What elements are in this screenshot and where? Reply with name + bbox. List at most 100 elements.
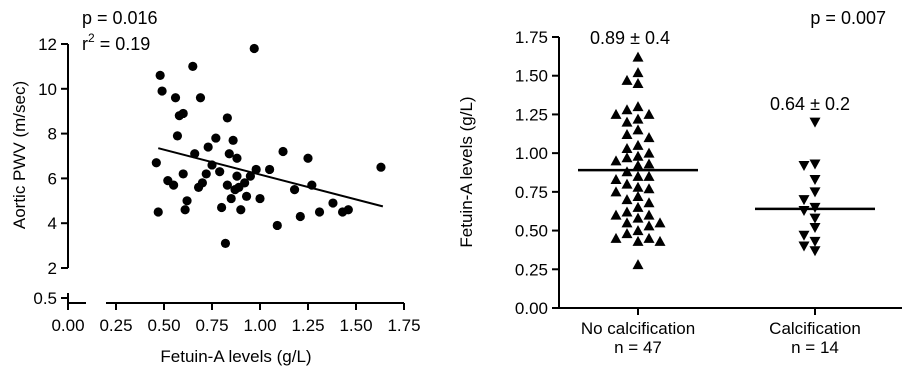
left-data-point — [170, 93, 181, 103]
left-data-point — [376, 162, 386, 172]
category-label-calcification: Calcification — [769, 319, 861, 338]
no-calcification-point — [632, 191, 644, 202]
left-x-tick-label: 1.25 — [291, 316, 324, 335]
left-data-point — [169, 180, 179, 190]
no-calcification-point — [632, 235, 644, 246]
left-x-tick-label: 1.50 — [339, 316, 372, 335]
left-x-tick-label: 1.75 — [387, 316, 420, 335]
pwv-vs-fetuin-scatter: 0.00 0.25 0.50 0.75 1.00 1.25 1.50 1.75 2 4 6 8 10 1… — [10, 8, 421, 366]
category-n-calcification: n = 14 — [791, 338, 839, 357]
right-y-tick-label: 0.50 — [515, 222, 548, 241]
calcification-point — [809, 222, 821, 233]
no-calcification-point — [632, 67, 644, 78]
calcification-point — [809, 117, 821, 128]
right-y-tick-label: 0.75 — [515, 183, 548, 202]
left-data-point — [172, 131, 183, 141]
left-data-point — [249, 43, 259, 54]
right-y-tick-label: 1.75 — [515, 28, 548, 47]
right-y-tick-label: 0.00 — [515, 299, 548, 318]
left-p-value: p = 0.016 — [82, 8, 158, 28]
left-data-point — [295, 211, 305, 222]
calcification-point — [798, 230, 810, 241]
left-data-point — [289, 185, 300, 195]
left-data-point — [314, 207, 325, 217]
no-calcification-point — [643, 197, 655, 208]
left-y-tick-label: 4 — [48, 214, 57, 233]
left-data-point — [222, 180, 232, 190]
left-data-point — [236, 205, 246, 215]
no-calcification-point — [621, 194, 633, 205]
fetuin-by-calcification-dotplot: 0.00 0.25 0.50 0.75 1.00 1.25 1.50 1.75 p = 0.0… — [457, 8, 902, 357]
left-axes — [67, 44, 404, 308]
mean-label-calcification: 0.64 ± 0.2 — [770, 94, 850, 114]
no-calcification-point — [643, 209, 655, 220]
left-x-axis-label: Fetuin-A levels (g/L) — [160, 347, 311, 366]
no-calcification-point — [632, 124, 644, 135]
calcification-point — [809, 246, 821, 257]
no-calcification-point — [643, 183, 655, 194]
no-calcification-point — [632, 170, 644, 181]
left-data-point — [153, 207, 163, 217]
left-data-point — [178, 108, 188, 119]
left-x-tick-label: 0.25 — [99, 316, 132, 335]
no-calcification-point — [632, 212, 644, 223]
left-data-point — [197, 178, 207, 188]
left-data-point — [180, 205, 190, 215]
category-n-no-calcification: n = 47 — [614, 338, 662, 357]
no-calcification-point — [610, 209, 622, 220]
mean-label-no-calcification: 0.89 ± 0.4 — [590, 28, 670, 48]
left-data-point — [215, 167, 225, 177]
no-calcification-point — [610, 108, 622, 119]
left-data-point — [232, 153, 242, 163]
no-calcification-point — [654, 217, 666, 228]
no-calcification-point — [632, 181, 644, 192]
calcification-point — [798, 161, 810, 172]
left-data-point — [224, 149, 234, 159]
calcification-point — [798, 195, 810, 206]
left-data-point — [241, 191, 252, 201]
left-data-point — [182, 196, 192, 206]
left-data-point — [226, 193, 236, 204]
no-calcification-point — [643, 108, 655, 119]
left-x-tick-label: 0.50 — [147, 316, 180, 335]
right-y-tick-label: 1.25 — [515, 105, 548, 124]
left-x-tick-label: 0.75 — [195, 316, 228, 335]
left-data-point — [201, 169, 211, 179]
left-data-point — [343, 205, 353, 215]
left-y-break-tick-label: 0.5 — [33, 289, 57, 308]
right-y-tick-label: 0.25 — [515, 260, 548, 279]
no-calcification-point — [632, 101, 644, 112]
left-data-point — [217, 202, 227, 213]
left-r-squared: r2 = 0.19 — [82, 31, 150, 54]
no-calcification-point — [621, 178, 633, 189]
left-y-tick-label: 6 — [48, 169, 57, 188]
left-y-ticks: 2 4 6 8 10 12 0.5 — [33, 35, 68, 308]
no-calcification-point — [632, 113, 644, 124]
no-calcification-point — [621, 104, 633, 115]
no-calcification-point — [621, 217, 633, 228]
calcification-point — [809, 213, 821, 224]
no-calcification-point — [610, 186, 622, 197]
left-y-tick-label: 10 — [38, 80, 57, 99]
left-data-point — [255, 193, 265, 204]
left-y-tick-label: 12 — [38, 35, 57, 54]
no-calcification-point — [632, 51, 644, 62]
left-y-tick-label: 2 — [48, 259, 57, 278]
left-data-point — [251, 164, 261, 175]
no-calcification-point — [632, 160, 644, 171]
right-y-tick-label: 1.50 — [515, 67, 548, 86]
left-y-tick-label: 8 — [48, 125, 57, 144]
right-p-value: p = 0.007 — [810, 8, 886, 28]
no-calcification-point — [632, 259, 644, 270]
no-calcification-point — [632, 139, 644, 150]
calcification-point — [809, 236, 821, 247]
right-y-tick-label: 1.00 — [515, 144, 548, 163]
left-data-point — [195, 93, 206, 103]
left-x-tick-label: 0.00 — [51, 316, 84, 335]
left-data-point — [178, 169, 188, 179]
left-data-point — [265, 164, 275, 175]
no-calcification-point — [621, 129, 633, 140]
no-calcification-point — [621, 152, 633, 163]
no-calcification-point — [610, 173, 622, 184]
